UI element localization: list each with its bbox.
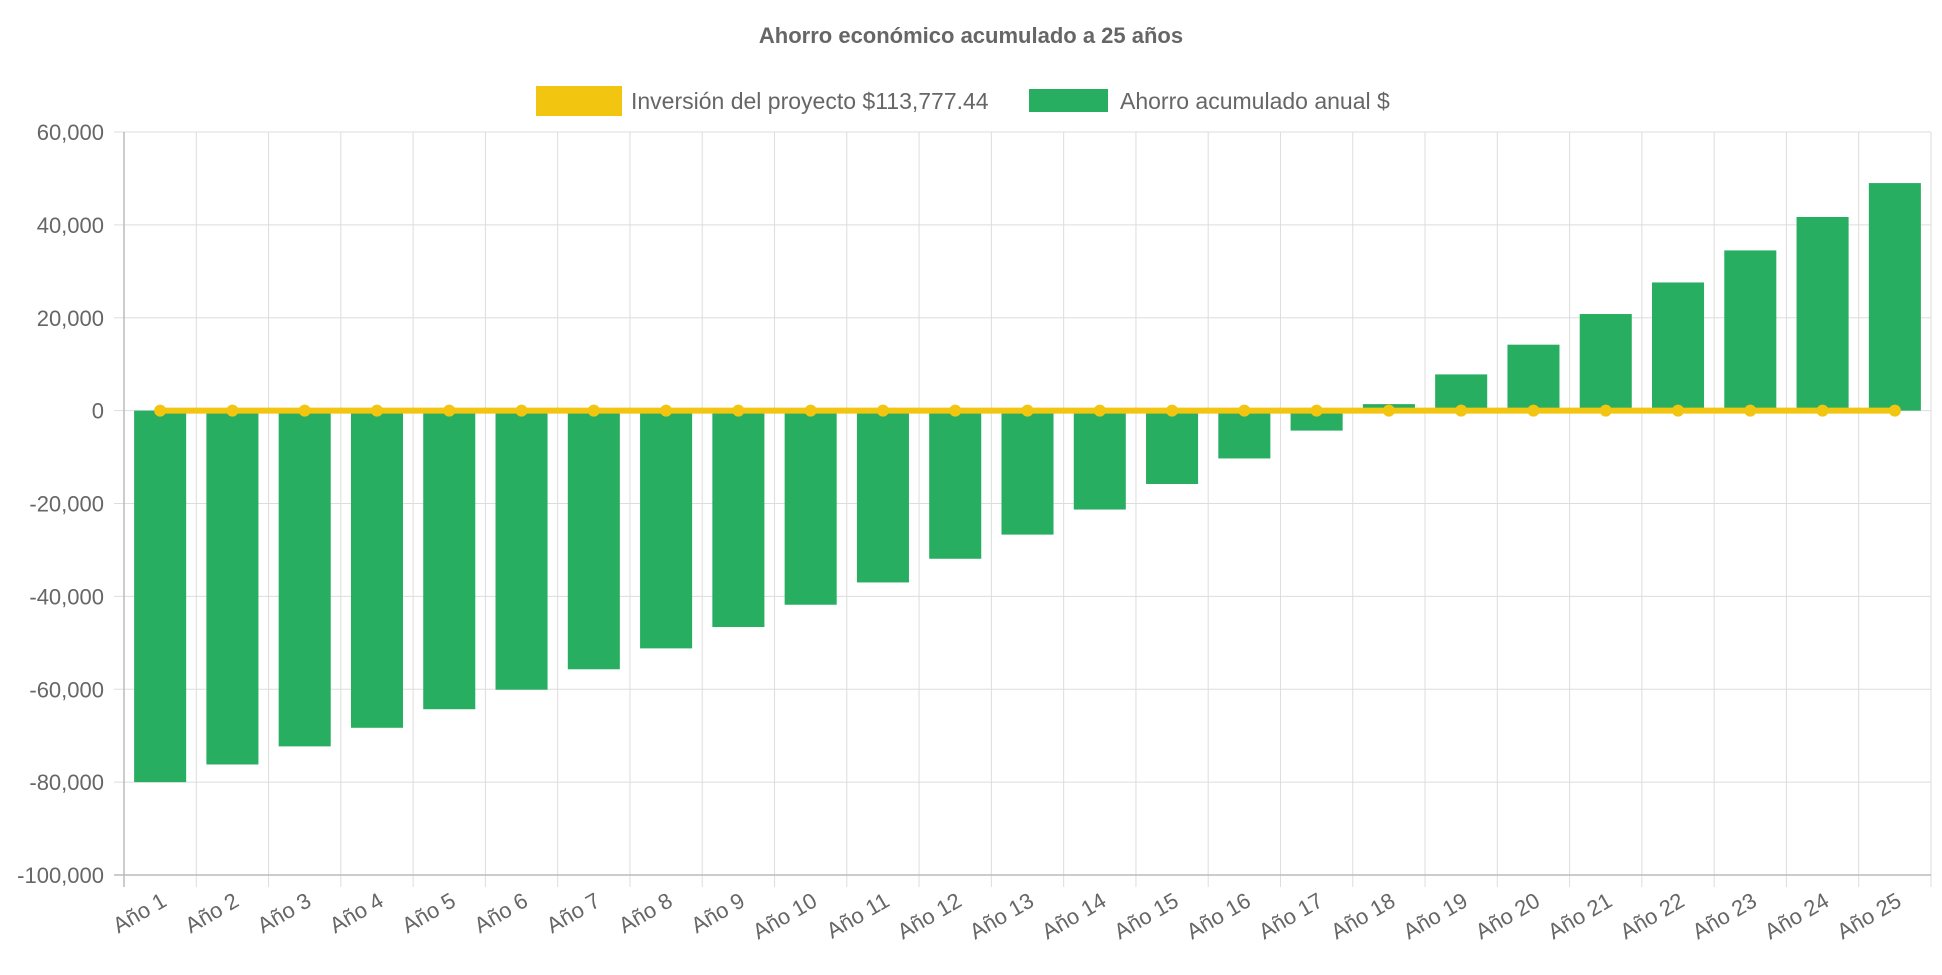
bar-12[interactable] bbox=[929, 410, 982, 559]
investment-point-18[interactable] bbox=[1382, 404, 1395, 417]
bar-9[interactable] bbox=[712, 410, 765, 628]
investment-point-4[interactable] bbox=[370, 404, 383, 417]
y-tick-label: -60,000 bbox=[29, 677, 104, 702]
investment-point-19[interactable] bbox=[1455, 404, 1468, 417]
y-tick-label: 20,000 bbox=[37, 306, 104, 331]
bar-15[interactable] bbox=[1146, 410, 1199, 484]
bar-24[interactable] bbox=[1796, 216, 1849, 411]
x-tick-label: Año 3 bbox=[253, 888, 315, 938]
legend-swatch-savings bbox=[1029, 89, 1108, 112]
bar-series bbox=[134, 183, 1921, 783]
bar-20[interactable] bbox=[1507, 344, 1560, 411]
y-tick-label: -100,000 bbox=[17, 863, 104, 888]
investment-point-12[interactable] bbox=[949, 404, 962, 417]
x-tick-label: Año 17 bbox=[1254, 888, 1327, 945]
investment-point-17[interactable] bbox=[1310, 404, 1323, 417]
legend-swatch-investment bbox=[536, 86, 622, 116]
x-tick-label: Año 21 bbox=[1543, 888, 1616, 945]
x-tick-label: Año 16 bbox=[1182, 888, 1255, 945]
bar-25[interactable] bbox=[1868, 183, 1921, 411]
investment-point-3[interactable] bbox=[298, 404, 311, 417]
bar-3[interactable] bbox=[278, 410, 331, 747]
investment-point-25[interactable] bbox=[1888, 404, 1901, 417]
x-tick-label: Año 24 bbox=[1760, 888, 1833, 945]
investment-point-21[interactable] bbox=[1599, 404, 1612, 417]
grid bbox=[114, 131, 1932, 887]
x-tick-label: Año 9 bbox=[687, 888, 749, 938]
y-tick-label: -20,000 bbox=[29, 492, 104, 517]
bar-14[interactable] bbox=[1073, 410, 1126, 510]
x-tick-label: Año 10 bbox=[748, 888, 821, 945]
bar-22[interactable] bbox=[1651, 282, 1705, 411]
x-tick-label: Año 19 bbox=[1399, 888, 1472, 945]
x-tick-label: Año 14 bbox=[1037, 888, 1110, 945]
x-tick-label: Año 12 bbox=[893, 888, 966, 945]
legend-item-savings[interactable]: Ahorro acumulado anual $ bbox=[1029, 88, 1390, 114]
legend-item-investment[interactable]: Inversión del proyecto $113,777.44 bbox=[536, 86, 989, 116]
y-tick-label: 0 bbox=[92, 399, 104, 424]
investment-point-23[interactable] bbox=[1744, 404, 1757, 417]
investment-point-14[interactable] bbox=[1093, 404, 1106, 417]
investment-point-22[interactable] bbox=[1672, 404, 1685, 417]
investment-point-1[interactable] bbox=[154, 404, 167, 417]
x-tick-label: Año 11 bbox=[822, 888, 893, 944]
bar-17[interactable] bbox=[1290, 410, 1343, 431]
investment-point-15[interactable] bbox=[1166, 404, 1179, 417]
bar-4[interactable] bbox=[350, 410, 404, 728]
y-tick-label: -40,000 bbox=[29, 584, 104, 609]
x-tick-label: Año 25 bbox=[1832, 888, 1905, 945]
bar-13[interactable] bbox=[1001, 410, 1054, 535]
investment-point-13[interactable] bbox=[1021, 404, 1034, 417]
bar-19[interactable] bbox=[1435, 374, 1488, 411]
x-tick-label: Año 5 bbox=[397, 888, 459, 938]
bar-21[interactable] bbox=[1579, 314, 1632, 411]
investment-point-7[interactable] bbox=[587, 404, 600, 417]
bar-8[interactable] bbox=[640, 410, 693, 649]
x-tick-label: Año 1 bbox=[108, 888, 170, 938]
investment-point-24[interactable] bbox=[1816, 404, 1829, 417]
x-tick-label: Año 8 bbox=[614, 888, 676, 938]
bar-16[interactable] bbox=[1218, 410, 1271, 459]
investment-point-11[interactable] bbox=[876, 404, 889, 417]
bar-10[interactable] bbox=[784, 410, 837, 605]
bar-2[interactable] bbox=[206, 410, 259, 765]
investment-point-9[interactable] bbox=[732, 404, 745, 417]
bar-11[interactable] bbox=[856, 410, 909, 583]
x-tick-label: Año 6 bbox=[470, 888, 532, 938]
legend-label-savings: Ahorro acumulado anual $ bbox=[1120, 88, 1390, 114]
x-tick-label: Año 13 bbox=[965, 888, 1038, 945]
x-tick-label: Año 18 bbox=[1327, 888, 1400, 945]
bar-7[interactable] bbox=[567, 410, 620, 670]
bar-23[interactable] bbox=[1724, 250, 1777, 411]
bar-6[interactable] bbox=[495, 410, 548, 690]
x-tick-label: Año 22 bbox=[1616, 888, 1689, 945]
x-tick-label: Año 20 bbox=[1471, 888, 1544, 945]
investment-point-6[interactable] bbox=[515, 404, 528, 417]
bar-1[interactable] bbox=[134, 410, 187, 783]
y-tick-label: 60,000 bbox=[37, 120, 104, 145]
investment-point-8[interactable] bbox=[660, 404, 673, 417]
investment-point-10[interactable] bbox=[804, 404, 817, 417]
line-series bbox=[154, 404, 1901, 417]
y-tick-label: -80,000 bbox=[29, 770, 104, 795]
y-tick-label: 40,000 bbox=[37, 213, 104, 238]
x-tick-label: Año 23 bbox=[1688, 888, 1761, 945]
x-tick-label: Año 7 bbox=[542, 888, 604, 938]
x-tick-label: Año 15 bbox=[1110, 888, 1183, 945]
x-tick-label: Año 2 bbox=[181, 888, 243, 938]
investment-point-20[interactable] bbox=[1527, 404, 1540, 417]
investment-point-5[interactable] bbox=[443, 404, 456, 417]
bar-5[interactable] bbox=[423, 410, 476, 710]
investment-point-2[interactable] bbox=[226, 404, 239, 417]
investment-point-16[interactable] bbox=[1238, 404, 1251, 417]
x-tick-label: Año 4 bbox=[325, 888, 387, 938]
chart-title: Ahorro económico acumulado a 25 años bbox=[759, 23, 1183, 48]
legend-label-investment: Inversión del proyecto $113,777.44 bbox=[631, 88, 989, 114]
legend: Inversión del proyecto $113,777.44 Ahorr… bbox=[536, 86, 1390, 116]
